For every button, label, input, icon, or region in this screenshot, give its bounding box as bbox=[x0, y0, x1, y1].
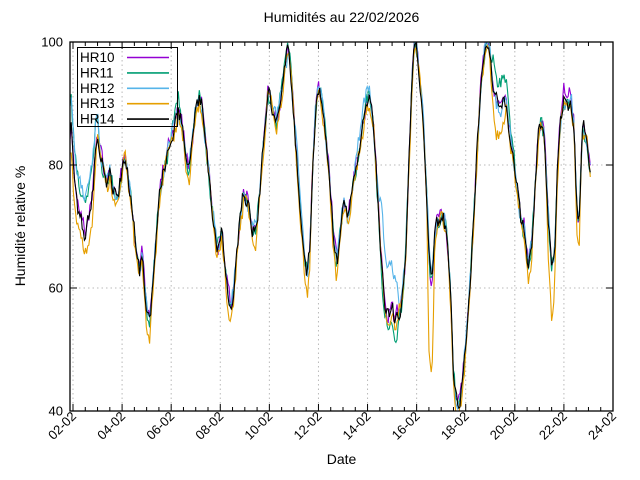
y-tick-label: 60 bbox=[49, 281, 63, 296]
chart-title: Humidités au 22/02/2026 bbox=[263, 9, 420, 25]
series-line-HR11 bbox=[70, 42, 591, 406]
x-tick-label: 14-02 bbox=[340, 409, 374, 443]
legend-label-HR12: HR12 bbox=[80, 81, 115, 96]
series-line-HR13 bbox=[70, 43, 591, 411]
y-tick-label: 80 bbox=[49, 158, 63, 173]
gridlines bbox=[70, 42, 614, 411]
x-tick-label: 10-02 bbox=[241, 409, 275, 443]
axis-ticks bbox=[70, 41, 614, 412]
x-tick-labels: 02-02 04-02 06-02 08-02 10-02 12-02 14-02 16-02… bbox=[45, 409, 619, 443]
y-tick-labels: 40 60 80 100 bbox=[41, 35, 63, 419]
legend-label-HR14: HR14 bbox=[80, 112, 115, 127]
x-tick-label: 24-02 bbox=[585, 409, 619, 443]
legend-box bbox=[77, 47, 178, 127]
legend-label-HR11: HR11 bbox=[80, 65, 114, 80]
series-line-HR12 bbox=[70, 42, 591, 410]
plot-border bbox=[69, 41, 614, 412]
x-tick-label: 20-02 bbox=[487, 409, 521, 443]
x-tick-label: 08-02 bbox=[192, 409, 226, 443]
x-tick-label: 18-02 bbox=[438, 409, 472, 443]
series-lines bbox=[70, 42, 591, 411]
x-axis-label: Date bbox=[326, 451, 357, 467]
x-tick-label: 04-02 bbox=[94, 409, 128, 443]
legend-label-HR10: HR10 bbox=[80, 50, 115, 65]
x-tick-label: 12-02 bbox=[291, 409, 325, 443]
legend-label-HR13: HR13 bbox=[80, 96, 115, 111]
y-tick-label: 100 bbox=[41, 35, 63, 50]
x-tick-label: 16-02 bbox=[389, 409, 423, 443]
x-tick-label: 22-02 bbox=[536, 409, 570, 443]
y-tick-label: 40 bbox=[49, 404, 63, 419]
y-axis-label: Humidité relative % bbox=[12, 165, 28, 287]
x-tick-label: 06-02 bbox=[143, 409, 177, 443]
series-line-HR14 bbox=[70, 42, 591, 410]
